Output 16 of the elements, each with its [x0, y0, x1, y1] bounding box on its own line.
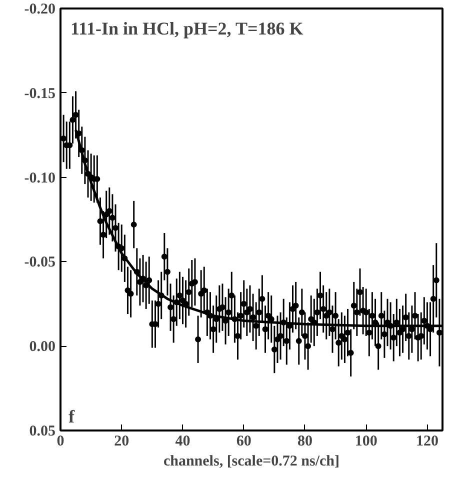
x-tick-label: 20 [114, 434, 130, 450]
y-tick-label: -0.05 [24, 254, 56, 271]
x-tick-label: 60 [236, 434, 252, 450]
x-tick-label: 40 [175, 434, 190, 450]
y-tick-label: -0.15 [24, 86, 56, 102]
y-tick-label: -0.20 [24, 2, 56, 18]
y-tick-label: -0.10 [24, 170, 56, 186]
y-tick-label: 0.05 [29, 424, 56, 440]
text: 111-In in HCl, pH=2, T=186 K [70, 18, 304, 38]
x-tick-label: 0 [56, 434, 64, 450]
x-tick-label: 100 [354, 434, 378, 450]
x-axis-title: channels, [scale=0.72 ns/ch] [163, 454, 340, 470]
y-tick-label: 0.00 [29, 339, 56, 356]
annotation: f [68, 406, 76, 426]
x-tick-label: 120 [416, 434, 438, 450]
x-tick-label: 80 [297, 434, 312, 450]
